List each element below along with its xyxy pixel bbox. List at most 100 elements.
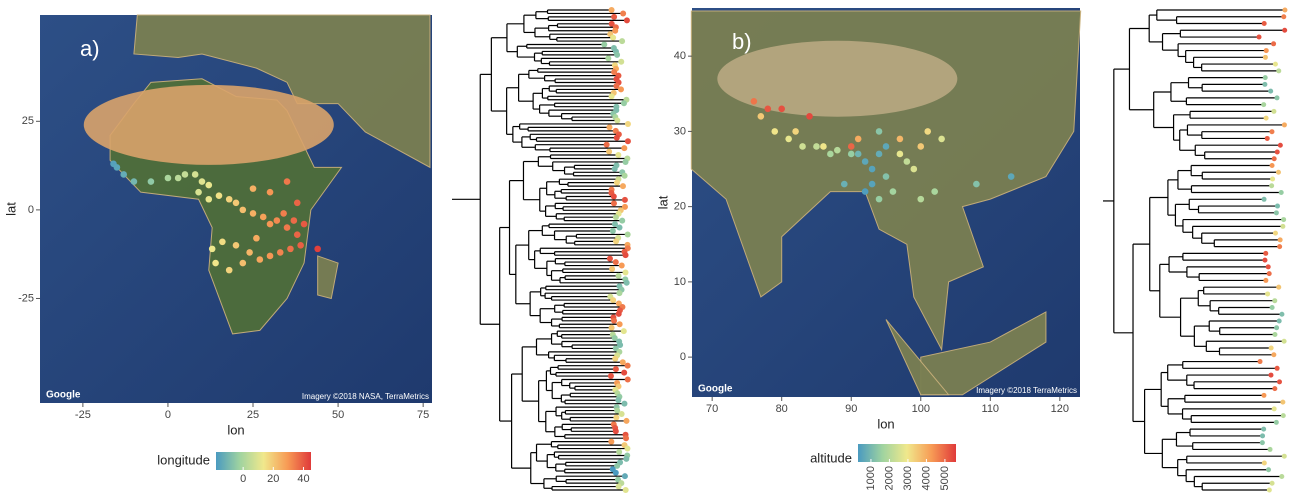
tip <box>1274 325 1279 330</box>
point <box>883 143 890 150</box>
tip <box>1267 271 1272 276</box>
colorbar-tick-label: 4000 <box>920 466 932 490</box>
tip <box>1277 379 1282 384</box>
point <box>917 143 924 150</box>
tip <box>619 38 625 44</box>
tip <box>609 93 615 99</box>
point <box>911 166 918 173</box>
tip <box>623 418 629 424</box>
tip <box>1258 359 1263 364</box>
point <box>924 128 931 135</box>
y-tick-label: 40 <box>674 50 686 62</box>
tip <box>611 193 617 199</box>
tip <box>613 214 619 220</box>
point <box>869 166 876 173</box>
tip <box>611 14 617 20</box>
tip <box>1263 278 1268 283</box>
tip <box>1264 48 1269 53</box>
tip <box>622 473 628 479</box>
point <box>904 158 911 165</box>
x-tick-label: 25 <box>247 409 259 421</box>
point <box>834 147 841 154</box>
tip <box>615 397 621 403</box>
attribution-logo: Google <box>698 384 733 395</box>
point <box>841 181 848 188</box>
tip <box>623 435 629 441</box>
point <box>294 199 301 206</box>
tip <box>608 439 614 445</box>
tip <box>1272 332 1277 337</box>
point <box>240 207 247 214</box>
y-tick-label: 0 <box>28 204 34 216</box>
colorbar-tick-label: 20 <box>267 473 279 485</box>
x-tick-label: 70 <box>706 403 718 415</box>
point <box>182 171 189 178</box>
point <box>219 238 226 245</box>
tip <box>613 366 619 372</box>
point <box>876 128 883 135</box>
sahara <box>84 85 334 165</box>
phylogeny <box>1103 8 1287 493</box>
tip <box>624 446 630 452</box>
tip <box>1269 183 1274 188</box>
tip <box>606 124 612 130</box>
point <box>226 267 233 274</box>
tip <box>1273 231 1278 236</box>
colorbar-tick-label: 5000 <box>939 466 951 490</box>
point <box>253 235 260 242</box>
point <box>165 175 172 182</box>
point <box>131 178 138 185</box>
tip <box>623 456 629 462</box>
tip <box>620 10 626 16</box>
point <box>301 221 308 228</box>
point <box>233 242 240 249</box>
tip <box>621 370 627 376</box>
point <box>257 256 264 263</box>
colorbar-title: altitude <box>810 450 852 465</box>
point <box>785 136 792 143</box>
y-tick-label: 0 <box>680 351 686 363</box>
tip <box>1264 116 1269 121</box>
tip <box>624 280 630 286</box>
point <box>820 143 827 150</box>
tip <box>1262 258 1267 263</box>
tip <box>601 42 607 48</box>
tip <box>622 197 628 203</box>
tip <box>614 135 620 141</box>
tip <box>614 180 620 186</box>
point <box>175 175 182 182</box>
tip <box>1272 406 1277 411</box>
map-panel <box>40 15 432 403</box>
tip <box>610 228 616 234</box>
tip <box>620 183 626 189</box>
tip <box>1277 318 1282 323</box>
tip <box>621 145 627 151</box>
point <box>799 143 806 150</box>
tip <box>613 238 619 244</box>
tip <box>610 297 616 303</box>
tip <box>1277 244 1282 249</box>
y-axis-label: lat <box>655 195 670 209</box>
tip <box>1262 460 1267 465</box>
point <box>848 151 855 158</box>
phylogeny <box>452 7 631 493</box>
tip <box>1281 413 1286 418</box>
colorbar-tick-label: 1000 <box>865 466 877 490</box>
tip <box>616 290 622 296</box>
x-axis-label: lon <box>227 422 244 437</box>
tip <box>1261 427 1266 432</box>
tip <box>617 321 623 327</box>
point <box>897 136 904 143</box>
x-tick-label: 75 <box>417 409 429 421</box>
tip <box>1268 447 1273 452</box>
point <box>813 143 820 150</box>
tip <box>1257 35 1262 40</box>
tip <box>612 356 618 362</box>
point <box>314 246 321 253</box>
y-tick-label: -25 <box>18 292 34 304</box>
tip <box>1270 481 1275 486</box>
plateau <box>717 41 957 117</box>
tip <box>1268 373 1273 378</box>
point <box>917 196 924 203</box>
point <box>205 182 212 189</box>
